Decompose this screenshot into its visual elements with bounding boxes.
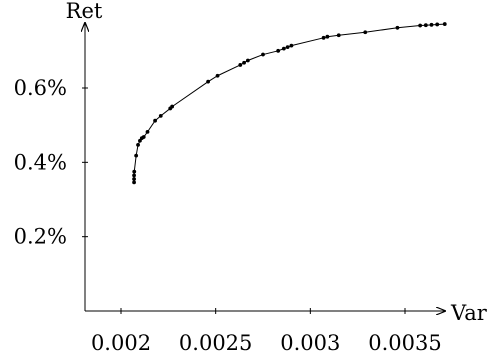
data-point — [141, 135, 146, 139]
data-point — [325, 34, 330, 39]
data-point — [238, 63, 243, 67]
x-tick-label: 0.002 — [91, 331, 151, 355]
data-point — [321, 35, 326, 40]
data-point — [242, 60, 246, 65]
data-point — [281, 46, 286, 51]
y-tick-label: 0.4% — [14, 150, 67, 174]
data-point — [132, 169, 137, 174]
data-point — [132, 173, 136, 178]
data-point — [206, 79, 210, 84]
data-point — [289, 43, 294, 48]
data-point — [245, 58, 250, 63]
x-tick-label: 0.0035 — [368, 331, 441, 355]
data-point — [153, 118, 157, 123]
y-axis-title: Ret — [66, 0, 103, 23]
data-point — [429, 22, 434, 27]
data-point — [136, 142, 140, 147]
data-point — [170, 104, 175, 109]
y-tick-label: 0.2% — [14, 225, 67, 249]
data-point — [134, 153, 139, 158]
data-point — [145, 129, 150, 134]
data-point — [158, 113, 163, 118]
data-point — [395, 25, 400, 30]
x-tick-label: 0.003 — [280, 331, 340, 355]
data-point — [138, 138, 142, 143]
data-point — [276, 48, 281, 53]
data-point — [423, 23, 428, 28]
x-ticks: 0.002 0.0025 0.003 0.0035 — [91, 308, 442, 355]
data-point — [442, 22, 447, 26]
data-point — [132, 180, 136, 185]
data-point — [285, 45, 290, 50]
y-tick-label: 0.6% — [14, 76, 67, 100]
x-tick-label: 0.0025 — [179, 331, 252, 355]
data-point — [363, 30, 368, 35]
data-point — [435, 22, 440, 27]
series-layer — [132, 22, 447, 185]
data-point — [418, 23, 423, 28]
data-point — [215, 73, 220, 78]
frontier-line — [133, 23, 445, 183]
data-point — [132, 177, 136, 181]
data-point — [261, 52, 265, 57]
data-point — [336, 33, 341, 38]
x-axis-title: Var — [450, 301, 488, 325]
y-ticks: 0.2% 0.4% 0.6% — [14, 76, 88, 249]
